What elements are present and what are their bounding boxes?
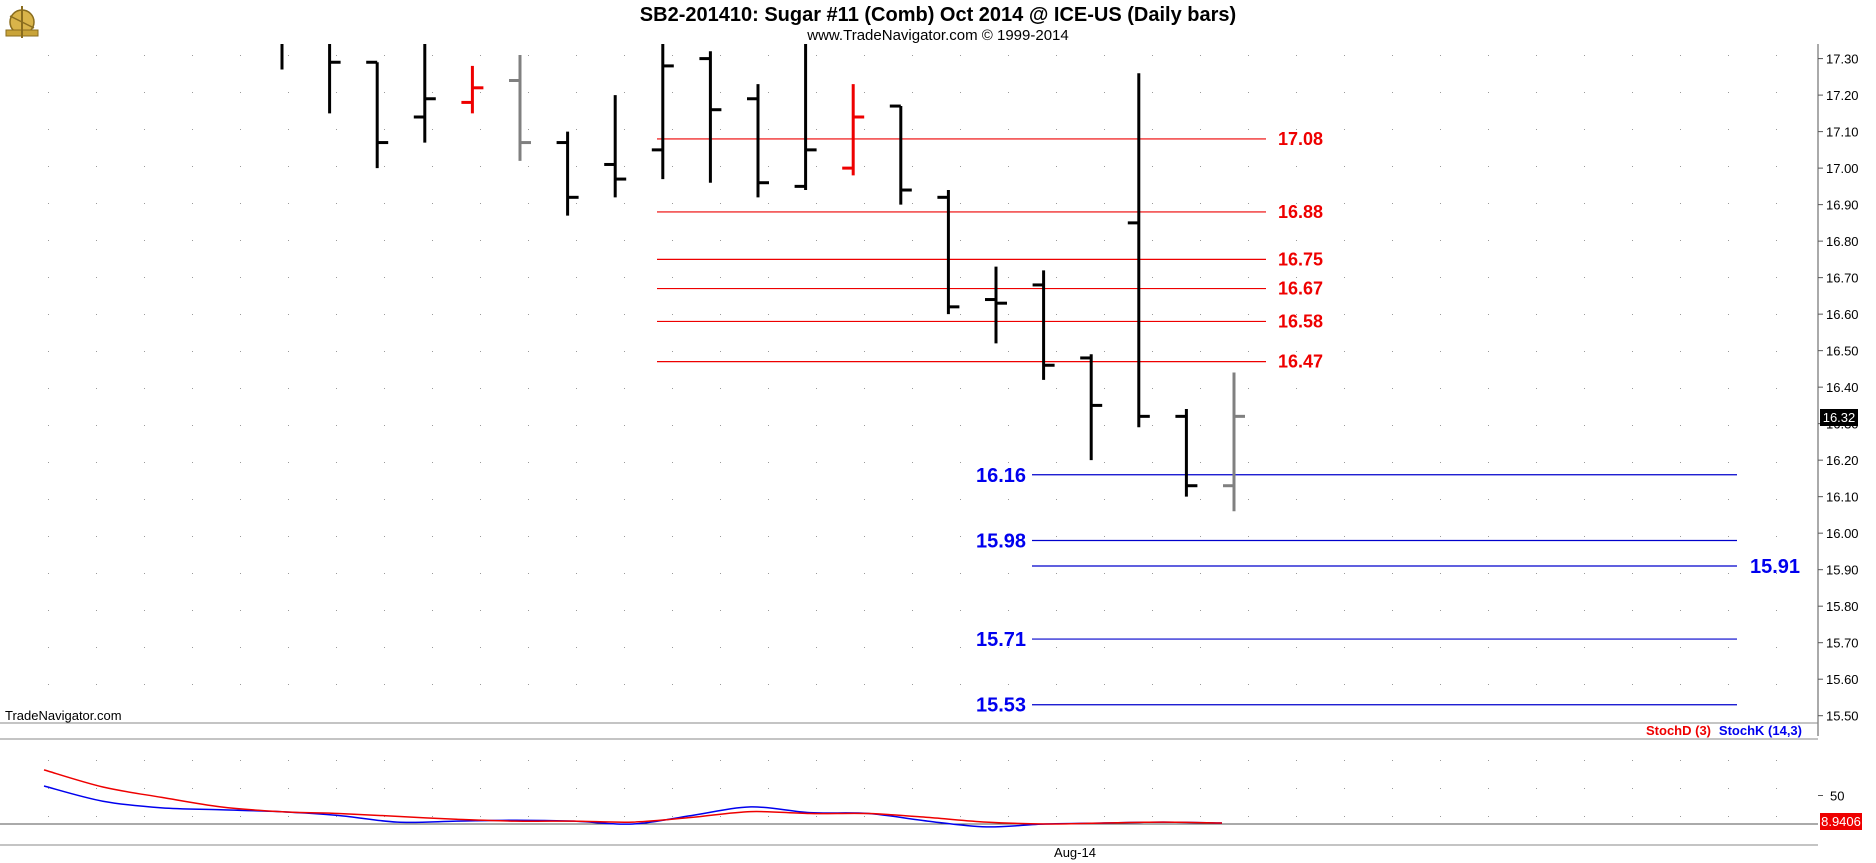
- ohlc-bar: [328, 44, 341, 114]
- support-label: 15.71: [976, 629, 1026, 651]
- price-tick-label: 15.60: [1826, 672, 1859, 687]
- ohlc-bar: [794, 44, 817, 191]
- ohlc-bar: [889, 104, 912, 205]
- price-tick-label: 16.60: [1826, 307, 1859, 322]
- stochk-legend: StochK (14,3): [1719, 723, 1802, 738]
- price-levels: 17.08 16.88 16.75 16.67 16.58 16.47 16.16 15.98…: [657, 129, 1800, 717]
- price-tick-label: 16.00: [1826, 526, 1859, 541]
- ohlc-bars: [280, 44, 1245, 512]
- stochk-line: [43, 785, 1223, 828]
- stochastic-panel: 50: [0, 769, 1844, 828]
- price-tick-label: 16.70: [1826, 271, 1859, 286]
- price-tick-label: 17.30: [1826, 52, 1859, 67]
- price-tick-label: 16.20: [1826, 453, 1859, 468]
- last-price-box: [1820, 409, 1858, 426]
- price-tick-label: 17.00: [1826, 161, 1859, 176]
- price-tick-label: 16.80: [1826, 234, 1859, 249]
- ohlc-bar: [366, 60, 389, 169]
- ohlc-bar: [1080, 354, 1103, 461]
- ohlc-bar: [1032, 270, 1055, 380]
- resistance-label: 16.58: [1278, 311, 1323, 331]
- chart-subtitle: www.TradeNavigator.com © 1999-2014: [806, 27, 1068, 44]
- ohlc-bar: [937, 190, 960, 315]
- ohlc-bar: [985, 266, 1007, 344]
- indicator-last-label: 8.9406: [1821, 814, 1861, 829]
- support-label: 16.16: [976, 465, 1026, 487]
- last-price-label: 16.32: [1823, 410, 1856, 425]
- price-tick-label: 16.50: [1826, 344, 1859, 359]
- ohlc-bar: [699, 51, 722, 183]
- stoch-tick-label: 50: [1830, 789, 1844, 804]
- ohlc-bar: [651, 44, 674, 180]
- ohlc-bar: [556, 131, 579, 216]
- price-tick-label: 15.70: [1826, 636, 1859, 651]
- support-label: 15.53: [976, 695, 1026, 717]
- ohlc-bar: [461, 65, 484, 114]
- stochd-legend: StochD (3): [1646, 723, 1711, 738]
- ohlc-bar: [604, 95, 627, 198]
- watermark-text: TradeNavigator.com: [5, 708, 122, 723]
- price-tick-label: 15.80: [1826, 599, 1859, 614]
- price-tick-label: 17.10: [1826, 125, 1859, 140]
- ohlc-bar: [1127, 73, 1150, 428]
- resistance-label: 16.47: [1278, 352, 1323, 372]
- ohlc-bar: [509, 54, 531, 161]
- support-label: 15.98: [976, 530, 1026, 552]
- ohlc-bar: [413, 44, 436, 143]
- ohlc-bar: [842, 84, 865, 176]
- chart-title: SB2-201410: Sugar #11 (Comb) Oct 2014 @ …: [640, 4, 1236, 26]
- price-tick-label: 17.20: [1826, 88, 1859, 103]
- price-tick-label: 15.50: [1826, 709, 1859, 724]
- price-tick-label: 15.90: [1826, 563, 1859, 578]
- price-tick-label: 16.10: [1826, 490, 1859, 505]
- resistance-label: 16.88: [1278, 202, 1323, 222]
- x-axis-label: Aug-14: [1054, 845, 1096, 860]
- resistance-label: 16.67: [1278, 279, 1323, 299]
- price-tick-label: 16.40: [1826, 380, 1859, 395]
- indicator-last-box: [1820, 813, 1862, 830]
- tradenavigator-logo-icon: [5, 6, 39, 38]
- ohlc-bar: [747, 84, 769, 198]
- resistance-label: 16.75: [1278, 249, 1323, 269]
- price-tick-label: 16.90: [1826, 198, 1859, 213]
- ohlc-bar: [280, 44, 284, 70]
- support-label: 15.91: [1750, 556, 1800, 578]
- resistance-label: 17.08: [1278, 129, 1323, 149]
- ohlc-bar: [1175, 409, 1198, 497]
- stochd-line: [43, 769, 1223, 825]
- ohlc-bar: [1223, 372, 1245, 512]
